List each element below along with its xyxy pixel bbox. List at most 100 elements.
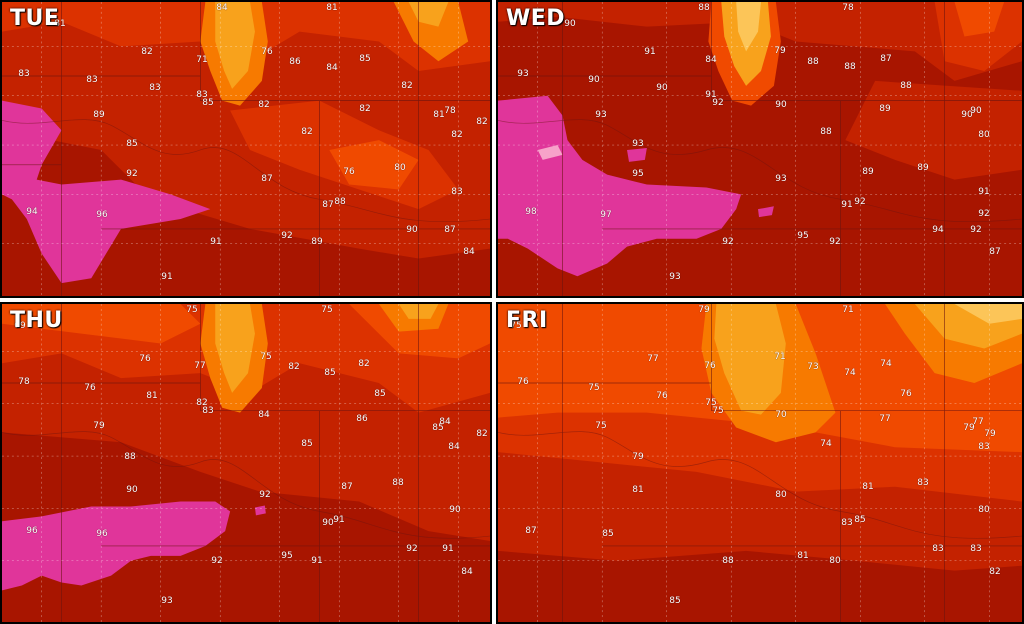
temperature-value: 90 bbox=[961, 110, 973, 120]
temperature-value: 75 bbox=[712, 406, 724, 416]
temperature-value: 83 bbox=[841, 518, 853, 528]
temperature-value: 91 bbox=[210, 237, 222, 247]
temperature-value: 76 bbox=[261, 47, 273, 57]
temperature-value: 93 bbox=[775, 174, 787, 184]
temperature-value: 89 bbox=[311, 237, 323, 247]
temperature-value: 82 bbox=[989, 567, 1001, 577]
temperature-value: 80 bbox=[394, 163, 406, 173]
temperature-value: 81 bbox=[632, 485, 644, 495]
temperature-value: 88 bbox=[334, 197, 346, 207]
temperature-value: 88 bbox=[392, 478, 404, 488]
temperature-value: 97 bbox=[600, 210, 612, 220]
temperature-value: 82 bbox=[301, 127, 313, 137]
temperature-value: 87 bbox=[444, 225, 456, 235]
temperature-value: 92 bbox=[259, 490, 271, 500]
temperature-value: 83 bbox=[451, 187, 463, 197]
temperature-value: 90 bbox=[126, 485, 138, 495]
temperature-value: 79 bbox=[698, 305, 710, 315]
temperature-value: 85 bbox=[301, 439, 313, 449]
temperature-value: 83 bbox=[18, 69, 30, 79]
temperature-value: 84 bbox=[461, 567, 473, 577]
temperature-value: 95 bbox=[281, 551, 293, 561]
temperature-value: 88 bbox=[698, 3, 710, 13]
temperature-value: 95 bbox=[632, 169, 644, 179]
temperature-map-thu bbox=[2, 304, 490, 622]
temperature-map-wed bbox=[498, 2, 1022, 296]
temperature-value: 92 bbox=[829, 237, 841, 247]
temperature-value: 92 bbox=[126, 169, 138, 179]
day-label: FRI bbox=[506, 308, 548, 333]
temperature-value: 74 bbox=[880, 359, 892, 369]
temperature-value: 90 bbox=[564, 19, 576, 29]
temperature-value: 91 bbox=[311, 556, 323, 566]
temperature-map-tue bbox=[2, 2, 490, 296]
temperature-value: 82 bbox=[141, 47, 153, 57]
temperature-value: 83 bbox=[202, 406, 214, 416]
temperature-value: 86 bbox=[356, 414, 368, 424]
temperature-value: 75 bbox=[510, 321, 522, 331]
temperature-value: 88 bbox=[820, 127, 832, 137]
temperature-value: 92 bbox=[970, 225, 982, 235]
temperature-value: 76 bbox=[139, 354, 151, 364]
temperature-value: 80 bbox=[775, 490, 787, 500]
temperature-value: 71 bbox=[774, 352, 786, 362]
temperature-value: 87 bbox=[341, 482, 353, 492]
temperature-value: 92 bbox=[854, 197, 866, 207]
temperature-value: 83 bbox=[970, 544, 982, 554]
temperature-value: 77 bbox=[972, 417, 984, 427]
temperature-value: 71 bbox=[196, 55, 208, 65]
temperature-value: 83 bbox=[917, 478, 929, 488]
temperature-labels-fri: 75 71 79 77 76 71 73 74 74 76 75 76 75 75 70 76 77 75 79 77… bbox=[498, 304, 1022, 622]
temperature-value: 73 bbox=[807, 362, 819, 372]
temperature-value: 96 bbox=[96, 529, 108, 539]
temperature-value: 94 bbox=[932, 225, 944, 235]
temperature-value: 84 bbox=[705, 55, 717, 65]
temperature-value: 90 bbox=[322, 518, 334, 528]
temperature-value: 77 bbox=[194, 361, 206, 371]
temperature-value: 74 bbox=[844, 368, 856, 378]
temperature-value: 76 bbox=[343, 167, 355, 177]
map-panel-tue: 81 84 81 82 71 76 86 84 85 83 83 83 83 85 82 82 82 89 81 78… bbox=[0, 0, 492, 298]
temperature-value: 82 bbox=[476, 429, 488, 439]
temperature-value: 75 bbox=[588, 383, 600, 393]
map-panel-fri: 75 71 79 77 76 71 73 74 74 76 75 76 75 75 70 76 77 75 79 77… bbox=[496, 302, 1024, 624]
temperature-value: 98 bbox=[525, 207, 537, 217]
temperature-value: 90 bbox=[656, 83, 668, 93]
temperature-value: 82 bbox=[359, 104, 371, 114]
temperature-value: 93 bbox=[517, 69, 529, 79]
temperature-value: 82 bbox=[401, 81, 413, 91]
temperature-value: 85 bbox=[359, 54, 371, 64]
temperature-map-fri bbox=[498, 304, 1022, 622]
temperature-value: 88 bbox=[722, 556, 734, 566]
temperature-value: 85 bbox=[202, 98, 214, 108]
temperature-value: 91 bbox=[333, 515, 345, 525]
temperature-value: 81 bbox=[862, 482, 874, 492]
temperature-value: 85 bbox=[374, 389, 386, 399]
temperature-value: 79 bbox=[984, 429, 996, 439]
temperature-value: 87 bbox=[989, 247, 1001, 257]
temperature-value: 90 bbox=[970, 106, 982, 116]
temperature-value: 85 bbox=[602, 529, 614, 539]
temperature-value: 86 bbox=[289, 57, 301, 67]
temperature-value: 84 bbox=[448, 442, 460, 452]
temperature-value: 76 bbox=[84, 383, 96, 393]
temperature-value: 84 bbox=[258, 410, 270, 420]
temperature-value: 81 bbox=[797, 551, 809, 561]
temperature-value: 85 bbox=[432, 423, 444, 433]
temperature-value: 91 bbox=[644, 47, 656, 57]
temperature-value: 70 bbox=[775, 410, 787, 420]
temperature-value: 87 bbox=[880, 54, 892, 64]
temperature-value: 91 bbox=[978, 187, 990, 197]
temperature-value: 83 bbox=[978, 442, 990, 452]
temperature-value: 93 bbox=[161, 596, 173, 606]
temperature-value: 83 bbox=[196, 90, 208, 100]
temperature-value: 75 bbox=[186, 305, 198, 315]
temperature-value: 90 bbox=[588, 75, 600, 85]
temperature-value: 92 bbox=[722, 237, 734, 247]
temperature-value: 79 bbox=[774, 46, 786, 56]
temperature-value: 81 bbox=[146, 391, 158, 401]
temperature-value: 75 bbox=[260, 352, 272, 362]
temperature-value: 83 bbox=[86, 75, 98, 85]
temperature-value: 82 bbox=[288, 362, 300, 372]
temperature-value: 79 bbox=[93, 421, 105, 431]
